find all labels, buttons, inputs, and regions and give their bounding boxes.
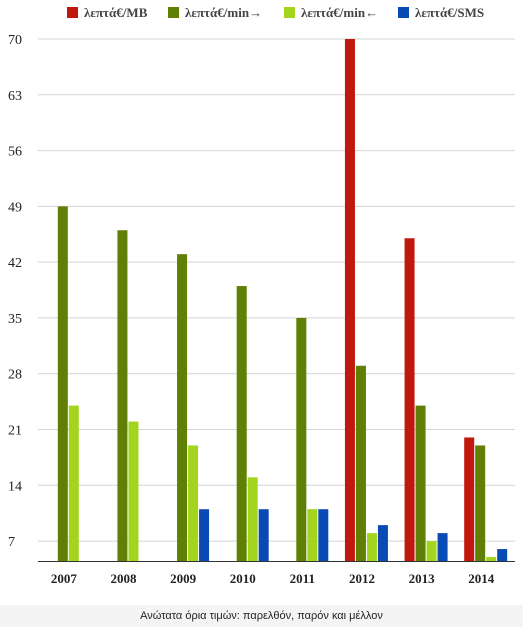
- y-axis: 7 14 21 28 35 42 49 56 63 70: [8, 33, 22, 550]
- x-tick-label: 2013: [409, 571, 436, 586]
- legend-label: λεπτά€/min←: [301, 5, 378, 20]
- y-tick-label: 14: [8, 479, 22, 494]
- bar: [475, 445, 486, 561]
- x-tick-label: 2010: [230, 571, 256, 586]
- bar: [68, 405, 79, 561]
- y-tick-label: 42: [8, 256, 22, 271]
- x-axis: 2007 2008 2009 2010 2011 2012 2013 2014: [38, 561, 515, 586]
- bar: [236, 286, 247, 561]
- bar: [258, 509, 269, 561]
- bar: [366, 533, 377, 561]
- y-tick-label: 63: [8, 89, 22, 104]
- x-tick-label: 2009: [170, 571, 197, 586]
- legend-label: λεπτά€/SMS: [415, 5, 484, 20]
- y-tick-label: 49: [8, 200, 22, 215]
- y-tick-label: 28: [8, 368, 22, 383]
- x-tick-label: 2011: [290, 571, 315, 586]
- y-tick-label: 35: [8, 312, 22, 327]
- legend-swatch: [284, 7, 295, 18]
- legend-label: λεπτά€/MB: [84, 5, 148, 20]
- bar: [486, 557, 497, 561]
- y-tick-label: 7: [8, 535, 15, 550]
- bar: [404, 238, 415, 562]
- bar: [128, 421, 139, 561]
- x-tick-label: 2007: [51, 571, 78, 586]
- chart-caption: Ανώτατα όρια τιμών: παρελθόν, παρόν και …: [0, 605, 523, 627]
- bar: [426, 541, 437, 561]
- bar: [377, 525, 388, 561]
- gridlines: [38, 38, 515, 542]
- bar: [296, 317, 307, 561]
- y-tick-label: 56: [8, 145, 22, 160]
- bar: [318, 509, 329, 561]
- x-tick-label: 2014: [468, 571, 495, 586]
- legend-label: λεπτά€/min→: [185, 5, 262, 20]
- bar: [199, 509, 210, 561]
- bar: [247, 477, 258, 561]
- y-tick-label: 21: [8, 424, 22, 439]
- bar: [464, 437, 475, 561]
- bar: [177, 254, 188, 561]
- bar: [188, 445, 199, 561]
- bar: [437, 533, 448, 561]
- bar: [497, 549, 508, 561]
- bar-chart: λεπτά€/MB λεπτά€/min→ λεπτά€/min← λεπτά€/SM…: [8, 5, 515, 586]
- bar: [307, 509, 318, 561]
- bar: [415, 405, 426, 561]
- legend: λεπτά€/MB λεπτά€/min→ λεπτά€/min← λεπτά€/SM…: [67, 5, 484, 20]
- x-tick-label: 2008: [110, 571, 137, 586]
- x-tick-label: 2012: [349, 571, 375, 586]
- legend-swatch: [398, 7, 409, 18]
- bar: [57, 206, 68, 562]
- bar: [355, 365, 366, 561]
- legend-swatch: [168, 7, 179, 18]
- legend-swatch: [67, 7, 78, 18]
- y-tick-label: 70: [8, 33, 22, 48]
- bar: [344, 39, 355, 561]
- bar: [117, 230, 128, 561]
- bars: [57, 39, 508, 562]
